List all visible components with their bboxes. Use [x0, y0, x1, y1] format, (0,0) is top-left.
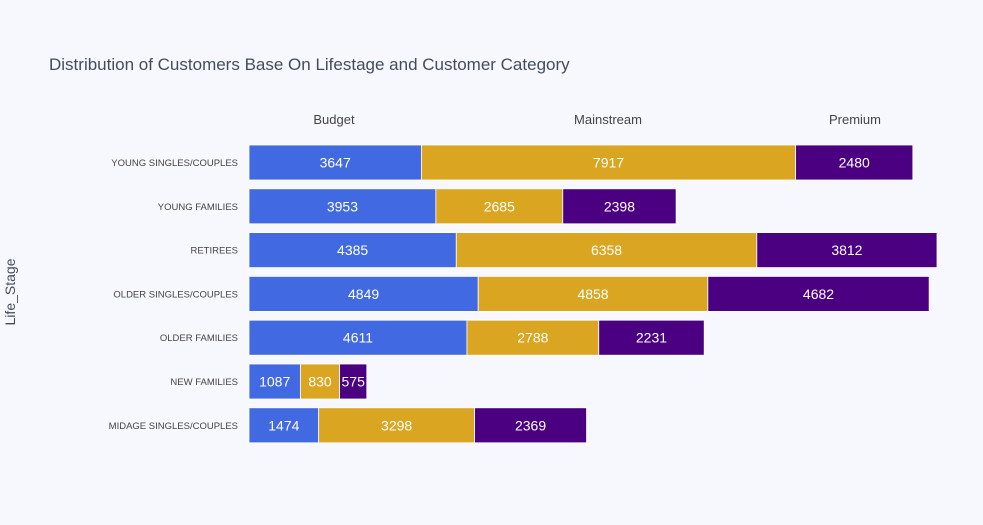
- legend: Budget Mainstream Premium: [313, 112, 881, 127]
- data-label: 4849: [348, 286, 379, 302]
- plot-area: 3647 7917 2480 3953 2685 2398 4385 6358 3812 4849…: [248, 144, 938, 444]
- data-label: 3812: [831, 242, 862, 258]
- bar-premium-midage-singles-couples[interactable]: [474, 407, 587, 444]
- data-label: 4682: [803, 286, 834, 302]
- data-label: 2231: [636, 330, 667, 346]
- chart-title: Distribution of Customers Base On Lifest…: [49, 55, 570, 74]
- bar-premium-new-families[interactable]: [339, 363, 368, 400]
- data-label: 3298: [381, 417, 412, 433]
- data-label: 6358: [591, 242, 622, 258]
- bar-budget-new-families[interactable]: [248, 363, 301, 400]
- y-tick-label: OLDER SINGLES/COUPLES: [113, 289, 238, 300]
- data-label: 4611: [343, 330, 373, 346]
- bar-premium-older-singles-couples[interactable]: [707, 275, 930, 312]
- bar-mainstream-new-families[interactable]: [299, 363, 341, 400]
- data-label: 7917: [593, 155, 624, 171]
- data-label: 2685: [484, 198, 515, 214]
- y-tick-label: OLDER FAMILIES: [160, 333, 238, 344]
- bar-premium-young-singles-couples[interactable]: [795, 144, 914, 181]
- data-label: 2398: [604, 198, 635, 214]
- data-label: 2788: [517, 330, 548, 346]
- legend-item-premium[interactable]: Premium: [829, 112, 881, 127]
- bar-mainstream-young-singles-couples[interactable]: [420, 144, 797, 181]
- y-tick-label: NEW FAMILIES: [170, 377, 238, 388]
- data-label: 3953: [327, 198, 358, 214]
- y-tick-label: MIDAGE SINGLES/COUPLES: [109, 421, 238, 432]
- y-tick-label: YOUNG SINGLES/COUPLES: [111, 158, 238, 169]
- bar-mainstream-older-families[interactable]: [466, 319, 600, 356]
- data-label: 575: [342, 374, 366, 390]
- y-axis-tick-labels: YOUNG SINGLES/COUPLES YOUNG FAMILIES RETIR…: [109, 158, 238, 432]
- data-label: 1474: [268, 417, 299, 433]
- bar-mainstream-young-families[interactable]: [435, 188, 564, 225]
- data-label: 2480: [839, 155, 870, 171]
- bar-premium-young-families[interactable]: [562, 188, 677, 225]
- bar-budget-older-singles-couples[interactable]: [248, 275, 479, 312]
- bar-budget-midage-singles-couples[interactable]: [248, 407, 320, 444]
- y-axis-label: Life_Stage: [2, 258, 18, 325]
- data-label: 3647: [320, 155, 351, 171]
- legend-item-mainstream[interactable]: Mainstream: [574, 112, 642, 127]
- data-label: 1087: [259, 374, 290, 390]
- bar-budget-young-singles-couples[interactable]: [248, 144, 422, 181]
- data-label: 830: [308, 374, 332, 390]
- bar-mainstream-retirees[interactable]: [455, 232, 758, 269]
- bar-mainstream-midage-singles-couples[interactable]: [318, 407, 475, 444]
- bar-premium-retirees[interactable]: [756, 232, 938, 269]
- bar-budget-retirees[interactable]: [248, 232, 457, 269]
- data-label: 4385: [337, 242, 368, 258]
- y-tick-label: YOUNG FAMILIES: [158, 202, 238, 213]
- data-label: 4858: [577, 286, 608, 302]
- y-tick-label: RETIREES: [190, 246, 238, 257]
- bar-budget-young-families[interactable]: [248, 188, 437, 225]
- data-label: 2369: [515, 417, 546, 433]
- legend-item-budget[interactable]: Budget: [313, 112, 355, 127]
- bar-premium-older-families[interactable]: [598, 319, 705, 356]
- bar-budget-older-families[interactable]: [248, 319, 468, 356]
